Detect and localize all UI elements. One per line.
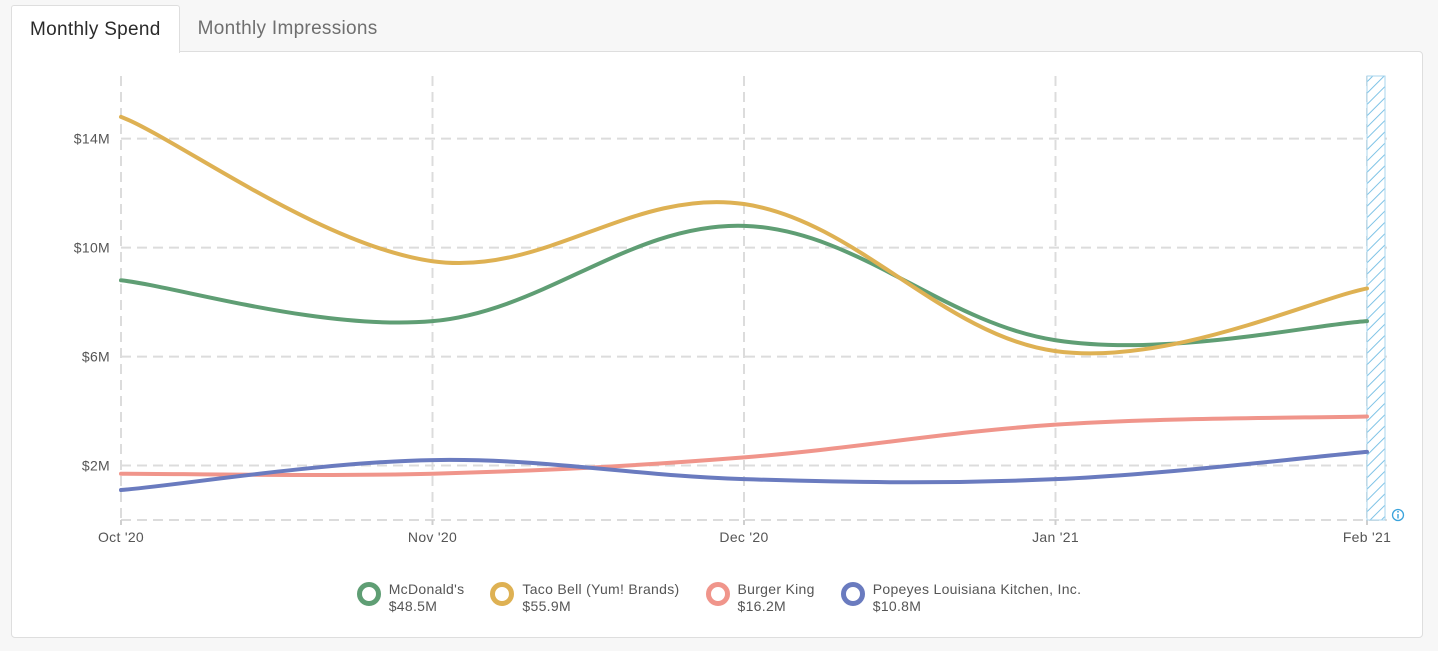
legend-series-total: $16.2M bbox=[737, 598, 786, 614]
legend-series-total: $48.5M bbox=[388, 598, 438, 614]
legend-item-3[interactable]: Popeyes Louisiana Kitchen, Inc. $10.8M bbox=[840, 581, 1082, 615]
y-tick-label-0: $2M bbox=[82, 458, 110, 474]
y-tick-label-2: $10M bbox=[74, 240, 110, 256]
legend-series-name: Popeyes Louisiana Kitchen, Inc. bbox=[872, 581, 1082, 597]
series-line-burger-king[interactable] bbox=[119, 414, 1369, 478]
chart-legend: McDonald's $48.5M Taco Bell (Yum! Brands) $… bbox=[0, 581, 1438, 615]
tab-monthly-impressions[interactable]: Monthly Impressions bbox=[197, 17, 378, 39]
info-icon[interactable] bbox=[1391, 508, 1405, 522]
series-line-popeyes-louisiana-kitchen-inc[interactable] bbox=[119, 449, 1369, 493]
legend-item-0[interactable]: McDonald's $48.5M bbox=[356, 581, 465, 615]
legend-marker-icon bbox=[490, 582, 515, 606]
legend-marker-icon bbox=[840, 582, 865, 606]
legend-series-name: Taco Bell (Yum! Brands) bbox=[522, 581, 680, 597]
partial-period-band[interactable] bbox=[1366, 75, 1386, 521]
legend-series-total: $10.8M bbox=[872, 598, 922, 614]
series-line-taco-bell-yum-brands[interactable] bbox=[119, 114, 1369, 356]
x-tick-label-4: Feb '21 bbox=[1343, 529, 1391, 545]
legend-item-2[interactable]: Burger King $16.2M bbox=[705, 581, 815, 615]
legend-marker-icon bbox=[705, 582, 730, 606]
series-line-mcdonald-s[interactable] bbox=[119, 223, 1369, 348]
y-tick-label-1: $6M bbox=[82, 349, 110, 365]
legend-series-total: $55.9M bbox=[522, 598, 571, 614]
legend-series-name: McDonald's bbox=[388, 581, 465, 597]
legend-series-name: Burger King bbox=[737, 581, 815, 597]
x-tick-label-1: Nov '20 bbox=[408, 529, 457, 545]
legend-marker-icon bbox=[356, 582, 381, 606]
x-tick-label-3: Jan '21 bbox=[1032, 529, 1079, 545]
x-tick-label-2: Dec '20 bbox=[719, 529, 768, 545]
legend-item-1[interactable]: Taco Bell (Yum! Brands) $55.9M bbox=[490, 581, 679, 615]
tab-monthly-spend[interactable]: Monthly Spend bbox=[11, 5, 180, 53]
x-tick-label-0: Oct '20 bbox=[98, 529, 144, 545]
y-tick-label-3: $14M bbox=[74, 131, 110, 147]
tab-bar: Monthly Spend Monthly Impressions bbox=[11, 5, 396, 53]
